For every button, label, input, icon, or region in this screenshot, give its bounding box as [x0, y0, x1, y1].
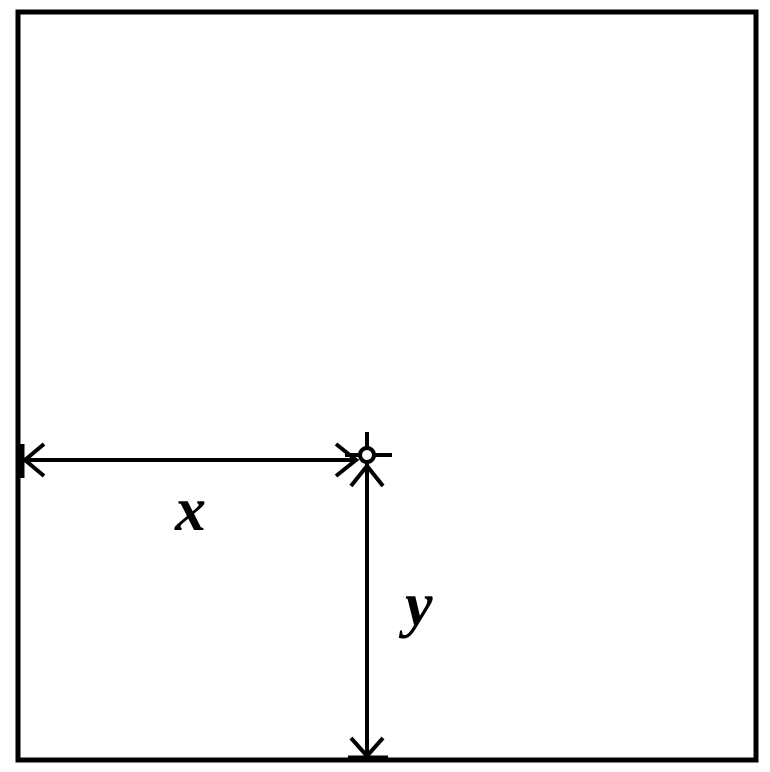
x-label: x [175, 475, 206, 546]
outer-square [18, 12, 756, 760]
diagram-svg [0, 0, 770, 772]
reference-point [360, 448, 374, 462]
y-label: y [405, 570, 433, 641]
diagram-container: x y [0, 0, 770, 772]
